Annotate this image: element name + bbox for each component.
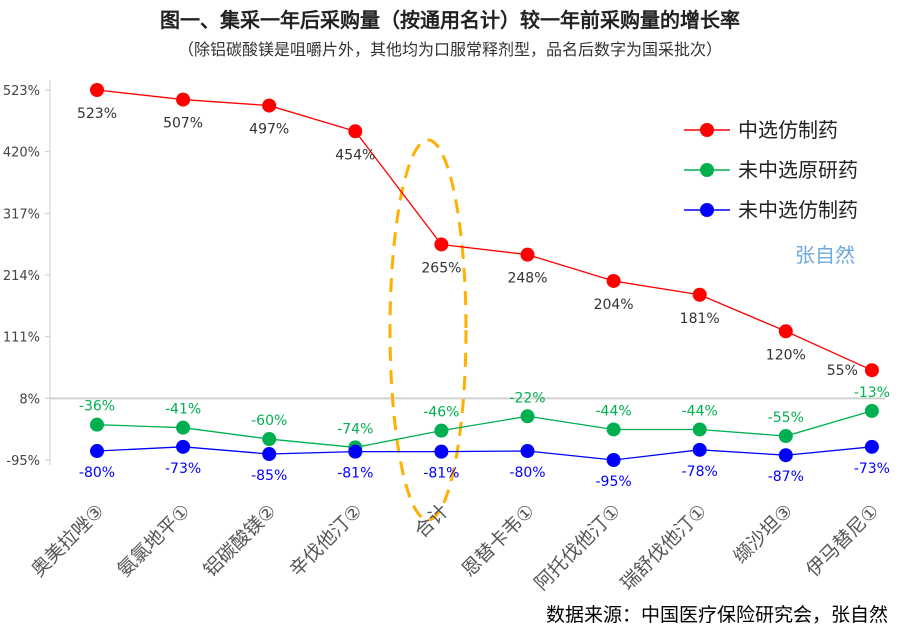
data-point bbox=[692, 422, 707, 437]
legend-marker bbox=[700, 163, 714, 177]
series-line-1 bbox=[96, 410, 873, 449]
chart-subtitle: （除铝碳酸镁是咀嚼片外，其他均为口服常释剂型，品名后数字为国采批次） bbox=[177, 40, 722, 59]
data-point bbox=[348, 444, 363, 459]
data-label: -74% bbox=[337, 421, 373, 437]
data-point bbox=[176, 439, 191, 454]
data-point bbox=[434, 444, 449, 459]
data-label: 248% bbox=[507, 271, 547, 287]
data-label: -87% bbox=[768, 469, 804, 485]
data-label: 454% bbox=[335, 147, 375, 163]
data-label: 497% bbox=[249, 122, 289, 138]
legend-marker bbox=[700, 203, 714, 217]
data-point bbox=[606, 273, 621, 288]
data-point bbox=[434, 423, 449, 438]
x-tick-label: 辛伐他汀② bbox=[285, 500, 366, 581]
data-point bbox=[692, 287, 707, 302]
legend-label: 未中选仿制药 bbox=[738, 198, 858, 222]
data-point bbox=[262, 432, 277, 447]
data-point bbox=[778, 448, 793, 463]
data-point bbox=[864, 439, 879, 454]
y-tick-label: 214% bbox=[3, 269, 40, 284]
x-tick-label: 瑞舒伐他汀① bbox=[616, 500, 711, 595]
data-point bbox=[434, 237, 449, 252]
data-point bbox=[90, 444, 104, 459]
data-point bbox=[262, 98, 277, 113]
x-tick-label: 氨氯地平① bbox=[113, 500, 194, 581]
series-line-0 bbox=[96, 89, 873, 371]
legend-label: 中选仿制药 bbox=[738, 118, 838, 142]
data-label: 265% bbox=[421, 260, 461, 276]
data-label: 204% bbox=[594, 297, 634, 313]
data-point bbox=[606, 422, 621, 437]
data-point bbox=[262, 447, 277, 462]
data-label: -78% bbox=[682, 464, 718, 480]
data-point bbox=[176, 92, 191, 107]
data-label: 507% bbox=[163, 116, 203, 132]
data-label: -55% bbox=[768, 410, 804, 426]
x-tick-label: 恩替卡韦① bbox=[458, 500, 539, 581]
highlight-ellipse bbox=[388, 138, 468, 522]
y-tick-label: 523% bbox=[3, 84, 40, 99]
legend-marker bbox=[700, 123, 714, 137]
data-label: 55% bbox=[827, 363, 858, 379]
x-tick-label: 合计 bbox=[410, 500, 452, 542]
data-label: -44% bbox=[682, 403, 718, 419]
watermark: 张自然 bbox=[795, 243, 855, 267]
data-label: -73% bbox=[165, 461, 201, 477]
data-label: -81% bbox=[337, 466, 373, 482]
data-label: -80% bbox=[79, 465, 115, 481]
data-point bbox=[520, 409, 535, 424]
data-point bbox=[176, 420, 191, 435]
data-point bbox=[864, 403, 879, 418]
data-label: -85% bbox=[251, 468, 287, 484]
data-point bbox=[90, 417, 104, 432]
x-tick-label: 铝碳酸镁② bbox=[199, 500, 280, 581]
data-point bbox=[348, 124, 363, 139]
y-tick-label: 420% bbox=[3, 146, 40, 161]
y-tick-label: 8% bbox=[19, 392, 40, 407]
data-label: 120% bbox=[766, 347, 806, 363]
data-source: 数据来源：中国医疗保险研究会，张自然 bbox=[545, 604, 888, 626]
data-point bbox=[90, 83, 104, 97]
data-point bbox=[692, 442, 707, 457]
data-label: 523% bbox=[77, 106, 117, 122]
x-tick-label: 伊马替尼① bbox=[802, 500, 883, 581]
y-tick-label: 317% bbox=[3, 207, 40, 222]
data-point bbox=[606, 453, 621, 467]
data-point bbox=[520, 444, 535, 459]
y-tick-label: 111% bbox=[3, 331, 40, 346]
data-label: -44% bbox=[596, 403, 632, 419]
y-tick-label: -95% bbox=[6, 454, 40, 469]
data-label: -13% bbox=[854, 385, 890, 401]
data-label: -73% bbox=[854, 461, 890, 477]
x-tick-label: 阿托伐他汀① bbox=[530, 500, 625, 595]
data-label: -95% bbox=[596, 474, 632, 490]
data-label: -22% bbox=[509, 390, 545, 406]
data-label: 181% bbox=[680, 311, 720, 327]
data-label: -36% bbox=[79, 399, 115, 415]
x-tick-label: 缬沙坦③ bbox=[729, 500, 797, 568]
series-line-2 bbox=[96, 446, 872, 461]
data-point bbox=[778, 324, 793, 339]
data-point bbox=[520, 247, 535, 262]
data-label: -60% bbox=[251, 413, 287, 429]
data-point bbox=[778, 429, 793, 444]
legend-label: 未中选原研药 bbox=[738, 158, 858, 182]
data-label: -46% bbox=[423, 405, 459, 421]
data-label: -41% bbox=[165, 402, 201, 418]
data-label: -81% bbox=[423, 466, 459, 482]
chart-title: 图一、集采一年后采购量（按通用名计）较一年前采购量的增长率 bbox=[160, 8, 740, 32]
data-point bbox=[864, 363, 879, 378]
x-tick-label: 奥美拉唑③ bbox=[27, 500, 108, 581]
data-label: -80% bbox=[509, 465, 545, 481]
